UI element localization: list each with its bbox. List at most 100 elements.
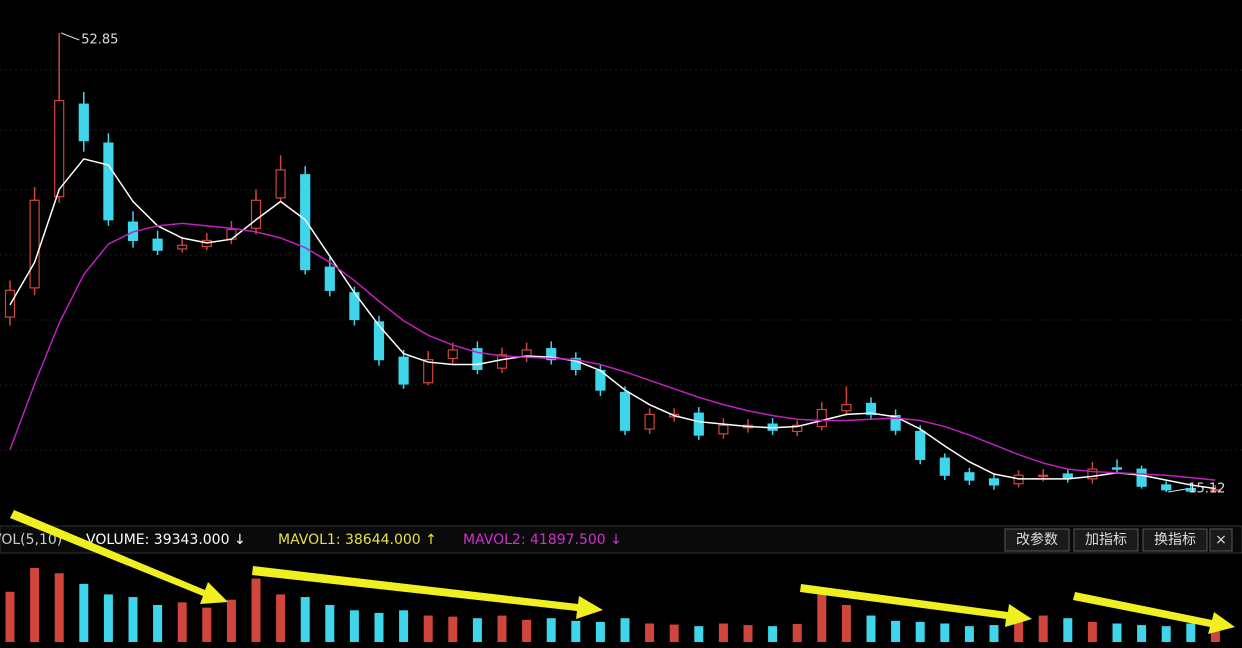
volume-bar [103, 594, 113, 642]
button-label[interactable]: 加指标 [1085, 532, 1127, 548]
button-label[interactable]: 换指标 [1154, 531, 1196, 548]
volume-bar [1161, 626, 1171, 642]
volume-bar [374, 612, 384, 642]
volume-bar [891, 620, 901, 642]
volume-bar [841, 605, 851, 642]
volume-bar [1137, 625, 1147, 642]
candle-body [152, 238, 163, 251]
volume-bar [571, 620, 581, 642]
volume-bar [79, 583, 89, 642]
candle-body [226, 228, 237, 240]
moving-average [9, 222, 1216, 481]
volume-bar [399, 610, 409, 642]
volume-bar [1014, 620, 1024, 642]
candle-body [54, 99, 65, 198]
volume-bar [743, 625, 753, 642]
candle-body [644, 413, 655, 430]
volume-bar [325, 605, 335, 642]
candle-body [1087, 468, 1098, 480]
arrow [800, 584, 1032, 627]
close-button[interactable] [1209, 528, 1233, 552]
volume-bar [226, 599, 236, 642]
volume-bar [792, 624, 802, 642]
volume-bar [620, 618, 630, 642]
volume-bar [866, 615, 876, 642]
candle-body [619, 391, 631, 431]
volume-bar [153, 605, 163, 642]
candle-body [718, 424, 729, 435]
volume-bar [1112, 623, 1122, 642]
mavol1-readout: MAVOL1: 38644.000 ↑ [278, 532, 437, 548]
button-label[interactable]: 改参数 [1016, 531, 1058, 548]
high-label: 52.85 [81, 33, 118, 48]
candle-body [841, 404, 852, 412]
volume-bar [128, 597, 138, 642]
volume-bar [595, 621, 605, 642]
button[interactable] [1073, 528, 1139, 552]
volume-bar [915, 621, 925, 642]
candle-body [1136, 468, 1147, 487]
low-label: 15.12 [1188, 482, 1225, 497]
volume-bar [1063, 618, 1073, 642]
mavol2-readout: MAVOL2: 41897.500 ↓ [463, 532, 622, 548]
volume-bar [448, 616, 458, 642]
volume-bar [645, 623, 655, 642]
button[interactable] [1004, 528, 1070, 552]
candle-body [275, 169, 286, 199]
buttons: 改参数 加指标 换指标 × [1004, 528, 1233, 552]
candle-body [177, 244, 188, 250]
candle-body [373, 321, 385, 361]
candle-body [398, 356, 409, 385]
candle-body [250, 199, 262, 229]
candle-body [496, 354, 508, 369]
candle-body [693, 412, 704, 436]
button[interactable] [1142, 528, 1208, 552]
candle-body [324, 266, 335, 291]
volume-bar [54, 573, 64, 642]
candle-body [988, 478, 1000, 486]
grid [0, 69, 1242, 451]
volume-bar [5, 591, 15, 642]
candle-body [1161, 484, 1172, 491]
volume-bar [1087, 621, 1097, 642]
candle-body [472, 348, 483, 370]
volume-bar [669, 624, 679, 642]
candle-body [1111, 467, 1123, 470]
high-pointer [61, 32, 80, 41]
candle-body [447, 349, 458, 360]
volume-bar [694, 626, 704, 642]
candle-body [300, 174, 311, 271]
candle-body [816, 408, 827, 428]
volume-bar [546, 618, 556, 642]
candle-body [890, 415, 901, 431]
volume-bar [768, 626, 778, 642]
arrow [1073, 592, 1235, 634]
volume-bar [349, 610, 359, 642]
volume-readout: VOLUME: 39343.000 ↓ [86, 532, 246, 548]
volume-bar [522, 619, 532, 642]
volume-bar [1186, 623, 1196, 642]
candle-body [865, 402, 877, 415]
candle-body [939, 457, 950, 476]
low-pointer [1168, 488, 1187, 493]
volume-bar [423, 615, 433, 642]
volume-bar [940, 623, 950, 642]
candle-body [1210, 489, 1221, 492]
candle-body [103, 142, 114, 221]
volume-bar [497, 615, 507, 642]
arrow [252, 566, 603, 619]
candle-body [915, 430, 926, 460]
candle-body [1185, 487, 1196, 492]
volume-bar [251, 578, 261, 642]
close-label[interactable]: × [1215, 532, 1227, 548]
candle-body [570, 357, 581, 370]
arrow [10, 510, 228, 604]
volume-bar [300, 597, 310, 642]
candle-body [1038, 474, 1049, 478]
candle-body [423, 359, 434, 384]
volume-bar [202, 607, 212, 642]
trend-arrows [10, 510, 1235, 634]
indicator-name: VOL(5,10) [0, 532, 62, 548]
volume-bar [718, 623, 728, 642]
